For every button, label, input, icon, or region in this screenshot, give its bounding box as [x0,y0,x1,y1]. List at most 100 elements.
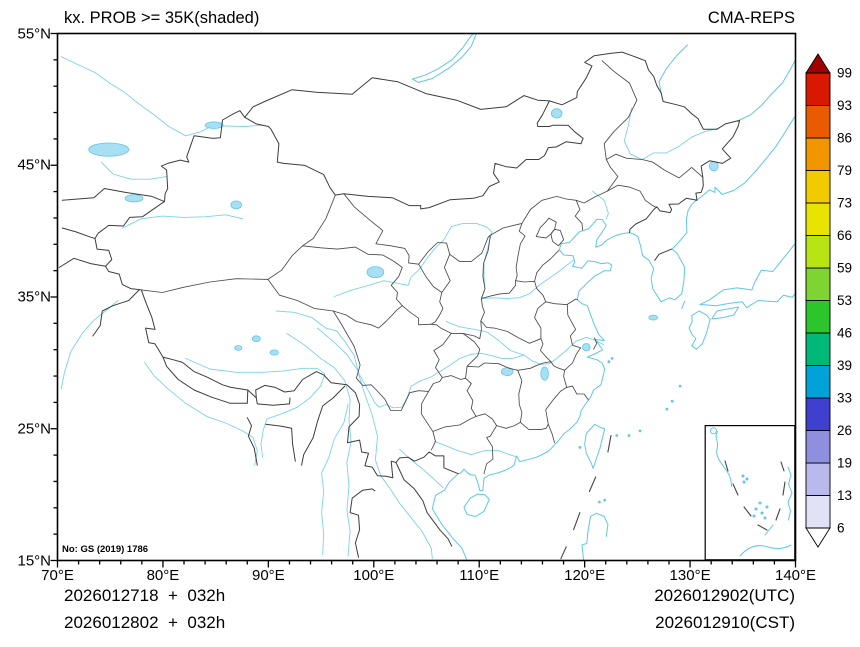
inset-island [760,511,764,515]
river [623,107,718,160]
country-border [92,289,140,337]
maritime-dash-line [588,476,597,493]
colorbar-label: 39 [837,358,852,373]
inset-island [741,474,745,478]
x-axis-label: 120°E [564,567,606,584]
province-border [545,386,568,425]
lake [540,366,549,381]
coastline [699,293,795,309]
x-axis-label: 140°E [774,567,817,584]
province-border [449,234,491,263]
lake [204,121,224,129]
x-axis-label: 70°E [41,567,74,584]
colorbar-segment [805,462,831,496]
colorbar-segment [805,105,831,139]
country-border [349,488,376,558]
small-island [638,429,642,433]
x-axis-label: 130°E [669,567,711,584]
province-border [302,245,403,307]
lake [582,343,591,352]
colorbar-label: 6 [837,521,845,536]
country-border [162,356,249,404]
province-border [480,280,517,299]
coastline [658,44,688,96]
river [433,440,517,458]
x-axis-label: 90°E [251,567,285,584]
small-island [578,446,582,449]
y-axis-label: 25°N [17,420,51,438]
coastline [688,310,711,350]
small-island [670,399,674,403]
province-border [539,338,552,363]
colorbar-segment [805,170,831,204]
coastline [699,243,795,305]
province-border [430,292,444,325]
scs-inset-box [704,425,795,560]
colorbar-label: 13 [837,488,852,503]
inset-island [752,514,756,518]
river [275,310,605,409]
river [286,332,352,557]
province-border [517,369,523,423]
x-axis-label: 80°E [146,567,180,584]
country-border [301,385,346,466]
maritime-dash-line [573,512,581,531]
scs-inset [704,425,795,560]
lake [551,108,563,119]
coastline [711,306,740,320]
province-border [515,280,536,283]
province-border [535,217,557,239]
coastline [463,493,490,517]
country-border [265,423,296,462]
colorbar-segment [805,430,831,464]
province-border [545,298,578,305]
inset-island [754,507,758,511]
province-border [480,234,491,299]
province-border [563,369,568,388]
coastline [739,59,795,121]
lake [88,142,130,157]
colorbar-label: 46 [837,326,852,341]
small-island [615,434,619,437]
lake [269,349,279,356]
china-map [58,33,795,560]
river [100,161,168,180]
small-island [665,407,669,411]
country-border [244,77,550,118]
province-border [515,222,526,282]
y-axis-label: 45°N [17,156,51,174]
river [321,404,349,556]
coastline [629,199,697,303]
footer-init-utc: 2026012718 + 032h [64,586,226,605]
y-axis-label: 55°N [17,25,51,42]
x-axis-label: 100°E [353,567,395,584]
coastline [431,473,468,560]
colorbar-label: 93 [837,98,852,113]
province-border [401,305,452,334]
colorbar-label: 79 [837,163,852,178]
colorbar-segment [805,300,831,334]
province-border [428,375,466,392]
river [144,361,258,466]
small-island [598,500,601,504]
map-area: No: GS (2019) 1786 [57,33,795,560]
y-axis: 15°N 25°N 35°N 45°N 55°N [0,0,51,647]
colorbar-segment [805,332,831,366]
colorbar-label: 73 [837,196,852,211]
map-license-note: No: GS (2019) 1786 [62,544,149,555]
river [60,56,265,137]
colorbar-segment [805,495,831,529]
lake [234,345,243,351]
coastline [457,218,630,492]
country-border [58,257,106,268]
colorbar-label: 19 [837,456,852,471]
country-border [654,248,673,261]
colorbar-label: 99 [837,66,852,81]
lake [648,314,658,321]
maritime-dash-line [560,546,567,560]
country-border [395,462,453,547]
inset-island [742,480,746,484]
y-axis-label: 15°N [17,552,51,569]
province-border [418,242,451,293]
small-island [603,498,607,502]
